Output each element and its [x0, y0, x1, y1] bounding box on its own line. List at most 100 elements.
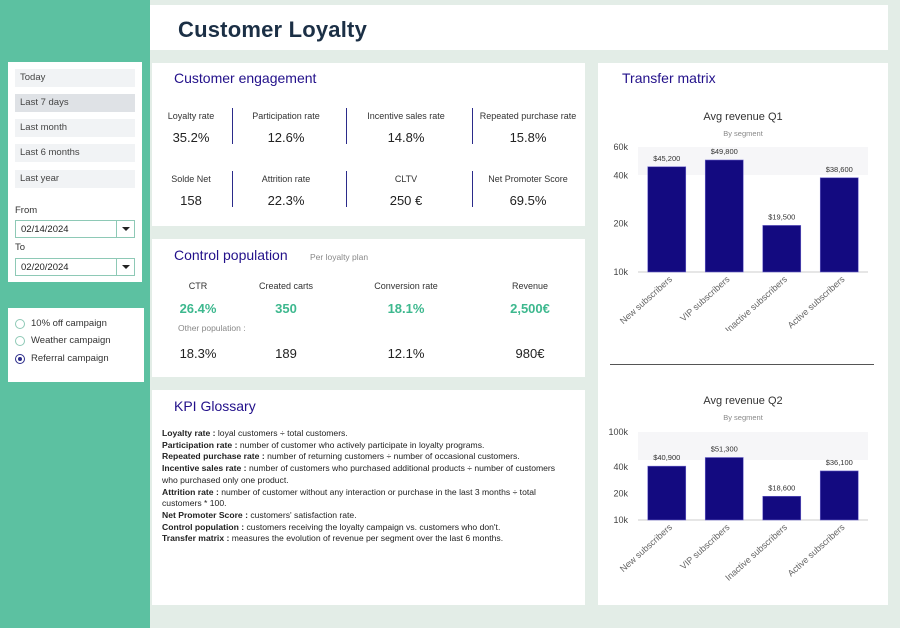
x-tick-label: VIP subscribers [678, 274, 732, 324]
chevron-down-icon [122, 227, 130, 231]
transfer-matrix-panel: Transfer matrix Avg revenue Q1 By segmen… [598, 63, 888, 605]
x-tick-label: Active subscribers [786, 522, 847, 579]
campaign-panel: 10% off campaign Weather campaign Referr… [8, 308, 144, 382]
bar [762, 225, 802, 273]
bar-chart-q2: 10k 20k 40k 100k $40,900 New subscribers $51,3… [608, 427, 868, 583]
bar [704, 457, 744, 521]
date-filter-panel: Today Last 7 days Last month Last 6 mont… [8, 62, 142, 282]
control-header-revenue: Revenue [511, 281, 549, 291]
other-value-revenue: 980€ [515, 346, 545, 361]
data-label: $49,800 [711, 147, 738, 156]
divider [346, 108, 347, 144]
from-date-input[interactable]: 02/14/2024 [15, 220, 135, 238]
page-title: Customer Loyalty [178, 17, 368, 42]
header-panel: Customer Loyalty [150, 5, 888, 50]
from-date-dropdown[interactable] [116, 221, 134, 237]
kpi-incentive-sales-rate: Incentive sales rate 14.8% [367, 111, 445, 145]
plot-band [638, 432, 868, 460]
divider [472, 171, 473, 207]
kpi-glossary-panel: KPI Glossary Loyalty rate : loyal custom… [152, 390, 585, 605]
section-subtitle: Per loyalty plan [310, 252, 369, 262]
glossary-item: Repeated purchase rate : number of retur… [162, 451, 520, 462]
other-value-conversion: 12.1% [387, 346, 425, 361]
radio-button[interactable] [15, 319, 25, 329]
glossary-item: Incentive sales rate : number of custome… [162, 463, 556, 485]
x-tick-label: VIP subscribers [678, 522, 732, 572]
kpi-cltv: CLTV 250 € [389, 174, 423, 208]
campaign-label: 10% off campaign [31, 318, 107, 329]
y-tick-label: 20k [613, 219, 628, 229]
control-header-carts: Created carts [258, 281, 314, 291]
bar [647, 166, 687, 273]
radio-button[interactable] [15, 336, 25, 346]
y-tick-label: 60k [613, 142, 628, 152]
section-title: Control population [174, 247, 288, 263]
range-today-button[interactable]: Today [15, 69, 135, 87]
kpi-attrition-rate: Attrition rate 22.3% [261, 174, 311, 208]
chevron-down-icon [122, 265, 130, 269]
radio-button-selected[interactable] [15, 354, 25, 364]
data-label: $51,300 [711, 445, 738, 454]
glossary-item: Loyalty rate : loyal customers ÷ total c… [162, 428, 348, 438]
bar [704, 159, 744, 273]
y-tick-label: 20k [613, 489, 628, 499]
y-tick-label: 40k [613, 170, 628, 180]
range-last-6-months-button[interactable]: Last 6 months [15, 144, 135, 162]
chart-subtitle-q1: By segment [723, 129, 763, 138]
section-title: Customer engagement [174, 70, 317, 86]
bar-chart-q1: 10k 20k 40k 60k $45,200 New subscribers $49,80… [613, 142, 868, 331]
range-last-7-days-button[interactable]: Last 7 days [15, 94, 135, 112]
y-tick-label: 10k [613, 267, 628, 277]
x-tick-label: New subscribers [618, 274, 674, 326]
to-date-dropdown[interactable] [116, 259, 134, 275]
campaign-label: Referral campaign [31, 353, 109, 364]
data-label: $19,500 [768, 212, 795, 221]
y-tick-label: 40k [613, 462, 628, 472]
chart-title-q2: Avg revenue Q2 [703, 395, 783, 407]
x-tick-label: Active subscribers [786, 274, 847, 331]
glossary-item: Control population : customers receiving… [162, 521, 501, 532]
chart-subtitle-q2: By segment [723, 413, 763, 422]
campaign-label: Weather campaign [31, 335, 111, 346]
y-tick-label: 100k [608, 427, 628, 437]
control-header-conversion: Conversion rate [374, 281, 438, 291]
x-tick-label: Inactive subscribers [723, 274, 789, 331]
control-header-ctr: CTR [188, 281, 208, 291]
section-title: KPI Glossary [174, 398, 256, 414]
data-label: $18,600 [768, 483, 795, 492]
control-value-revenue: 2,500€ [510, 301, 550, 316]
chart-title-q1: Avg revenue Q1 [703, 111, 783, 123]
data-label: $45,200 [653, 154, 680, 163]
range-last-year-button[interactable]: Last year [15, 170, 135, 188]
control-value-ctr: 26.4% [179, 301, 217, 316]
divider [232, 171, 233, 207]
data-label: $40,900 [653, 453, 680, 462]
to-label: To [15, 242, 26, 253]
glossary-item: Participation rate : number of customer … [162, 439, 485, 450]
data-label: $36,100 [826, 458, 853, 467]
bar [762, 495, 802, 521]
control-value-carts: 350 [275, 301, 297, 316]
kpi-net-promoter-score: Net Promoter Score 69.5% [488, 174, 568, 208]
bar [647, 465, 687, 521]
control-population-panel: Control population Per loyalty plan CTR … [152, 239, 585, 377]
to-date-input[interactable]: 02/20/2024 [15, 258, 135, 276]
glossary-item: Transfer matrix : measures the evolution… [162, 533, 504, 544]
x-tick-label: New subscribers [618, 522, 674, 574]
range-last-month-button[interactable]: Last month [15, 119, 135, 137]
kpi-repeated-purchase-rate: Repeated purchase rate 15.8% [479, 111, 577, 145]
divider [472, 108, 473, 144]
control-value-conversion: 18.1% [387, 301, 425, 316]
section-title: Transfer matrix [622, 70, 716, 86]
glossary-item: Attrition rate : number of customer with… [162, 486, 536, 509]
kpi-participation-rate: Participation rate 12.6% [252, 111, 320, 145]
other-value-ctr: 18.3% [179, 346, 217, 361]
glossary-item: Net Promoter Score : customers' satisfac… [162, 509, 357, 520]
other-value-carts: 189 [275, 346, 297, 361]
to-date-value: 02/20/2024 [21, 262, 69, 273]
from-label: From [15, 205, 38, 216]
other-population-label: Other population : [178, 323, 246, 333]
y-tick-label: 10k [613, 515, 628, 525]
customer-engagement-panel: Customer engagement Loyalty rate 35.2% Pa… [152, 63, 585, 226]
x-tick-label: Inactive subscribers [723, 522, 789, 583]
